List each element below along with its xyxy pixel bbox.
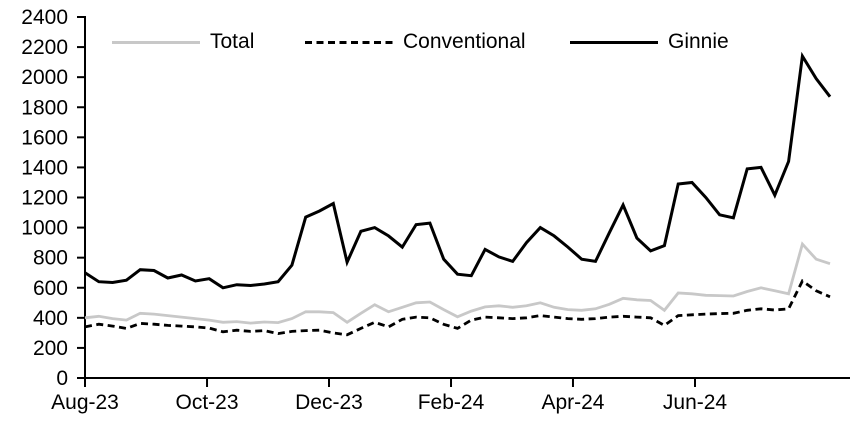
series-line-conventional — [84, 278, 831, 337]
legend-line-conventional-icon — [305, 40, 393, 44]
legend-item-ginnie: Ginnie — [570, 31, 729, 53]
x-axis-tick-label: Feb-24 — [418, 391, 485, 414]
y-axis-tick-label: 1200 — [21, 187, 68, 210]
legend-line-total-icon — [112, 40, 200, 44]
y-axis-tick-label: 1800 — [21, 96, 68, 119]
series-line-total — [84, 241, 831, 325]
y-axis-tick-label: 400 — [33, 307, 68, 330]
y-axis-tick-label: 800 — [33, 247, 68, 270]
x-axis-tick-label: Aug-23 — [51, 391, 119, 414]
x-axis-tick-label: Apr-24 — [541, 391, 604, 414]
y-axis-tick-label: 2000 — [21, 66, 68, 89]
x-axis-tick-label: Oct-23 — [176, 391, 239, 414]
y-axis-tick-label: 200 — [33, 337, 68, 360]
legend-label-ginnie: Ginnie — [668, 30, 729, 53]
legend-item-conventional: Conventional — [305, 31, 526, 53]
x-axis-tick-label: Dec-23 — [295, 391, 363, 414]
legend-item-total: Total — [112, 31, 254, 53]
legend-label-total: Total — [210, 30, 255, 53]
x-axis-tick-label: Jun-24 — [663, 391, 728, 414]
y-axis-tick-label: 2200 — [21, 36, 68, 59]
legend-line-ginnie-icon — [570, 40, 658, 44]
y-axis-tick-label: 2400 — [21, 6, 68, 29]
y-axis-tick-label: 1000 — [21, 217, 68, 240]
y-axis-tick-label: 1400 — [21, 156, 68, 179]
series-line-ginnie — [84, 51, 832, 290]
legend-label-conventional: Conventional — [403, 30, 526, 53]
y-axis-tick-label: 0 — [56, 367, 68, 390]
y-axis-tick-label: 600 — [33, 277, 68, 300]
y-axis-tick-label: 1600 — [21, 126, 68, 149]
